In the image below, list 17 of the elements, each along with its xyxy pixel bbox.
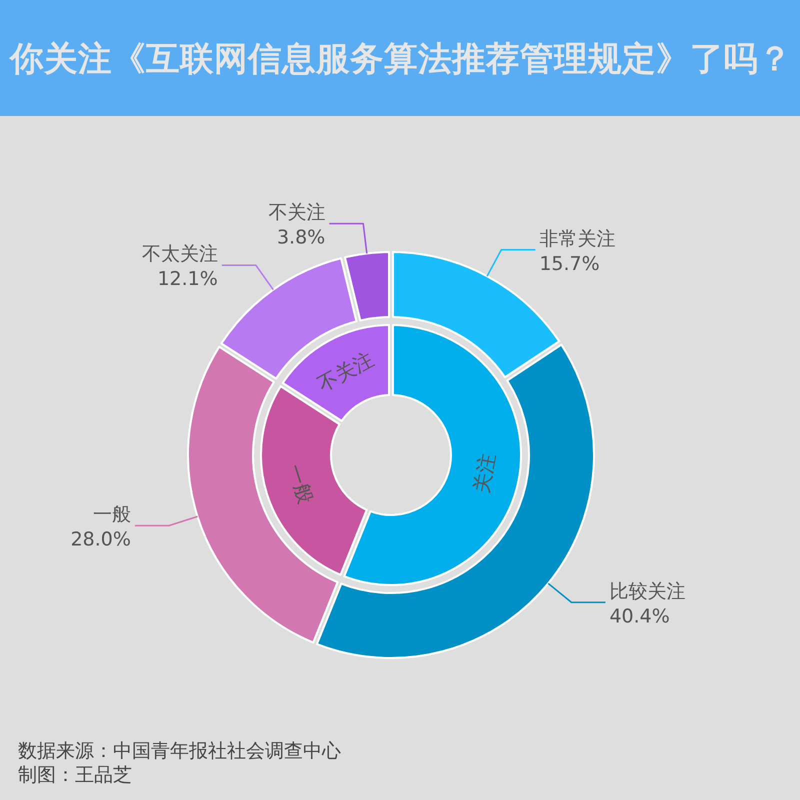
chart-title: 你关注《互联网信息服务算法推荐管理规定》了吗？ <box>8 39 792 78</box>
data-label: 3.8% <box>276 226 326 249</box>
text: 制图：王品芝 <box>18 764 132 786</box>
slice-label: 不太关注 <box>142 243 218 266</box>
donut-slice <box>282 324 390 422</box>
source-note: 数据来源：中国青年报社社会调查中心 <box>18 740 341 762</box>
data-label: 28.0% <box>70 528 131 551</box>
slice-label: 比较关注 <box>609 580 686 602</box>
slice-label: 一般 <box>282 461 318 506</box>
slice-label: 一般 <box>92 504 131 526</box>
data-label: 40.4% <box>609 605 670 628</box>
slice-label: 非常关注 <box>539 228 616 250</box>
slice-label: 不关注 <box>268 202 326 224</box>
data-label: 15.7% <box>539 252 600 275</box>
data-label: 12.1% <box>157 268 218 290</box>
slice-label: 关注 <box>468 451 500 496</box>
slice-label: 不关注 <box>313 346 378 397</box>
